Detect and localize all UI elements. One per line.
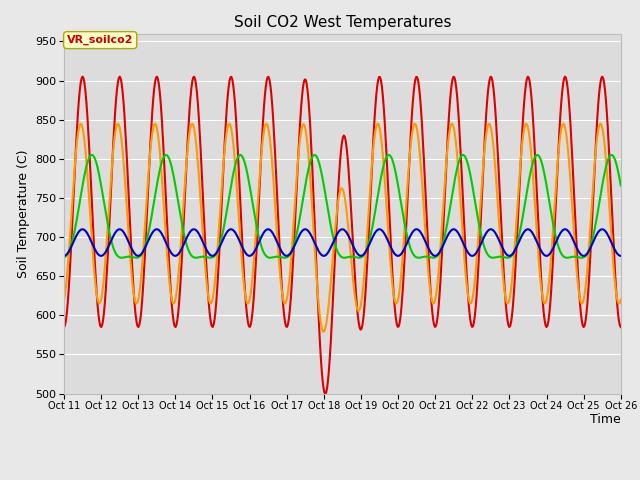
TCW_1 <box>204 291 212 297</box>
Line: TCW_3: TCW_3 <box>64 155 621 258</box>
TCW_1 <box>313 274 321 279</box>
TCW_4 <box>479 236 487 241</box>
TCW_4 <box>432 253 440 259</box>
TCW_1 <box>434 313 442 319</box>
TCW_2 <box>390 294 398 300</box>
TCW_1 <box>79 74 86 80</box>
TCW_3 <box>204 254 211 260</box>
TCW_3 <box>607 152 615 158</box>
TCW_3 <box>159 157 166 163</box>
TCW_4 <box>312 243 320 249</box>
TCW_4 <box>388 247 396 252</box>
TCW_4 <box>617 253 625 259</box>
TCW_1 <box>617 324 625 330</box>
TCW_3 <box>617 182 625 188</box>
TCW_2 <box>313 279 321 285</box>
TCW_1 <box>321 391 329 397</box>
TCW_4 <box>159 232 166 238</box>
Title: Soil CO2 West Temperatures: Soil CO2 West Temperatures <box>234 15 451 30</box>
TCW_2 <box>481 141 489 146</box>
TCW_4 <box>204 248 211 254</box>
TCW_2 <box>114 121 122 127</box>
TCW_2 <box>319 329 327 335</box>
TCW_2 <box>204 292 212 298</box>
Text: VR_soilco2: VR_soilco2 <box>67 35 134 45</box>
TCW_2 <box>60 297 68 302</box>
Line: TCW_2: TCW_2 <box>64 124 621 332</box>
TCW_3 <box>432 254 440 260</box>
TCW_3 <box>388 156 396 162</box>
TCW_2 <box>434 278 442 284</box>
TCW_3 <box>312 153 320 158</box>
Y-axis label: Soil Temperature (C): Soil Temperature (C) <box>17 149 29 278</box>
TCW_1 <box>60 324 68 330</box>
TCW_3 <box>578 255 586 261</box>
TCW_2 <box>159 198 167 204</box>
TCW_1 <box>481 129 489 135</box>
TCW_3 <box>60 254 68 260</box>
TCW_2 <box>617 297 625 302</box>
TCW_1 <box>159 145 167 151</box>
Line: TCW_1: TCW_1 <box>64 77 621 394</box>
Line: TCW_4: TCW_4 <box>64 229 621 256</box>
TCW_4 <box>580 253 588 259</box>
TCW_1 <box>390 295 398 301</box>
X-axis label: Time: Time <box>590 413 621 426</box>
TCW_4 <box>60 253 68 259</box>
TCW_4 <box>561 227 569 232</box>
TCW_3 <box>479 240 487 246</box>
